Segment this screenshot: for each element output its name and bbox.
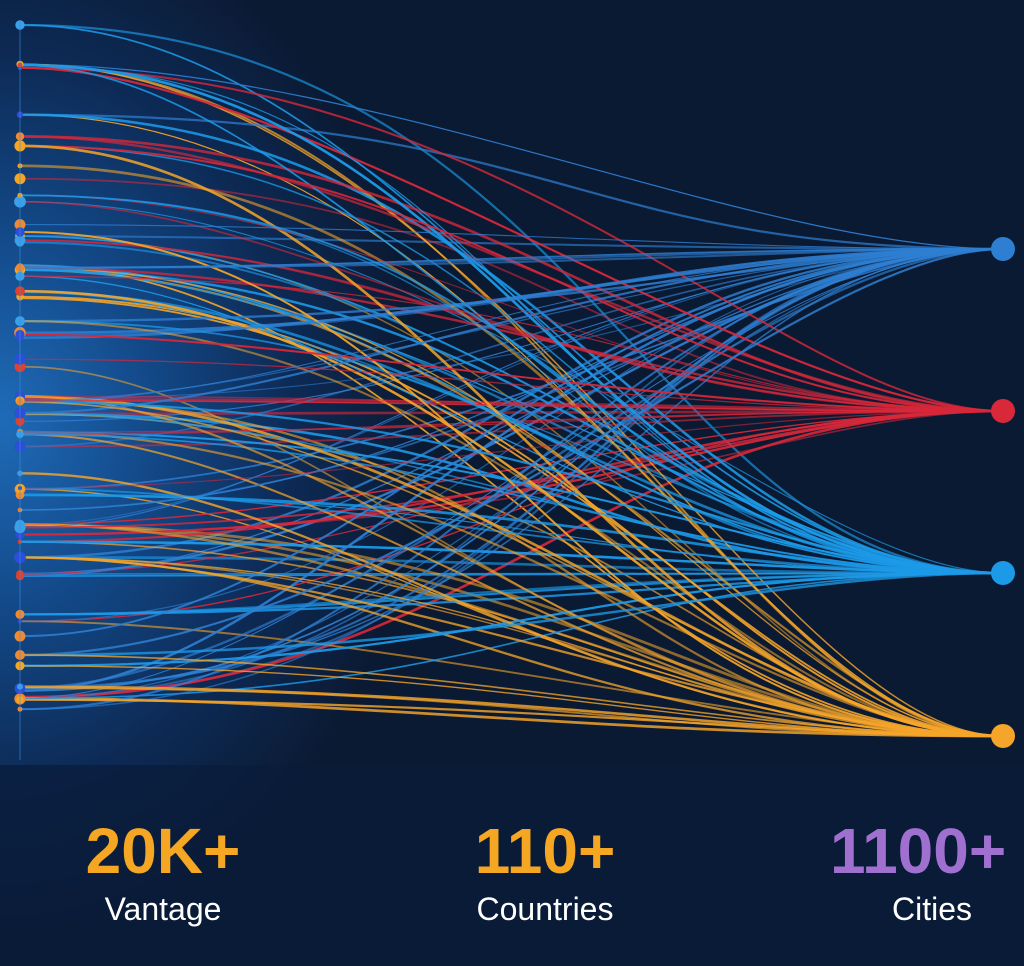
link: [19, 556, 1004, 737]
link: [19, 291, 1004, 574]
link: [19, 410, 1004, 489]
link: [19, 248, 1004, 690]
link: [19, 248, 1004, 403]
link: [19, 333, 1004, 412]
link: [19, 247, 1004, 415]
target-node: [991, 399, 1015, 423]
link: [19, 247, 1004, 638]
link: [19, 433, 1004, 738]
link: [19, 320, 1004, 574]
stat: 110+ Countries: [425, 815, 665, 929]
stat-value: 1100+: [830, 815, 1007, 887]
link: [19, 23, 1004, 575]
link: [19, 135, 1004, 413]
link: [19, 241, 1004, 575]
link: [19, 63, 1004, 250]
link: [19, 224, 1004, 250]
link: [19, 164, 1004, 738]
link: [19, 145, 1004, 574]
link: [19, 654, 1004, 737]
link: [19, 264, 1004, 737]
link: [19, 248, 1004, 511]
link: [19, 248, 1004, 699]
link: [19, 247, 1004, 711]
stat-value: 20K+: [85, 815, 241, 887]
link: [19, 231, 1004, 737]
link: [19, 66, 1004, 413]
link: [19, 571, 1004, 657]
target-node: [991, 561, 1015, 585]
link: [19, 401, 1004, 737]
link: [19, 410, 1004, 526]
link: [19, 556, 1004, 575]
target-node: [991, 237, 1015, 261]
link: [19, 247, 1004, 336]
link: [19, 289, 1004, 738]
link: [19, 358, 1004, 412]
link: [19, 266, 1004, 737]
link: [19, 247, 1004, 657]
link: [19, 410, 1004, 529]
link: [19, 248, 1004, 700]
link: [19, 113, 1004, 251]
link: [19, 556, 1004, 738]
stat-label: Countries: [476, 891, 614, 927]
stat-value: 110+: [474, 815, 616, 887]
link: [19, 556, 1004, 737]
link: [19, 66, 1004, 413]
link: [19, 400, 1004, 412]
link: [19, 400, 1004, 575]
link: [19, 247, 1004, 269]
link: [19, 410, 1004, 436]
link: [19, 320, 1004, 738]
link: [19, 472, 1004, 738]
stat: 1100+ Cities: [830, 815, 1024, 929]
link: [19, 410, 1004, 448]
stat-label: Cities: [892, 891, 973, 927]
link: [19, 556, 1004, 738]
stats-band: [0, 765, 1024, 966]
target-node: [991, 724, 1015, 748]
link: [19, 248, 1004, 526]
link: [19, 144, 1004, 738]
link: [19, 144, 1004, 412]
link: [19, 685, 1004, 738]
link: [19, 63, 1004, 575]
link: [19, 398, 1004, 738]
link: [19, 235, 1004, 251]
link: [19, 395, 1004, 738]
stat-label: Vantage: [104, 891, 222, 927]
link: [19, 113, 1004, 575]
link: [19, 412, 1004, 574]
link: [19, 194, 1004, 412]
stat: 20K+ Vantage: [43, 815, 283, 929]
